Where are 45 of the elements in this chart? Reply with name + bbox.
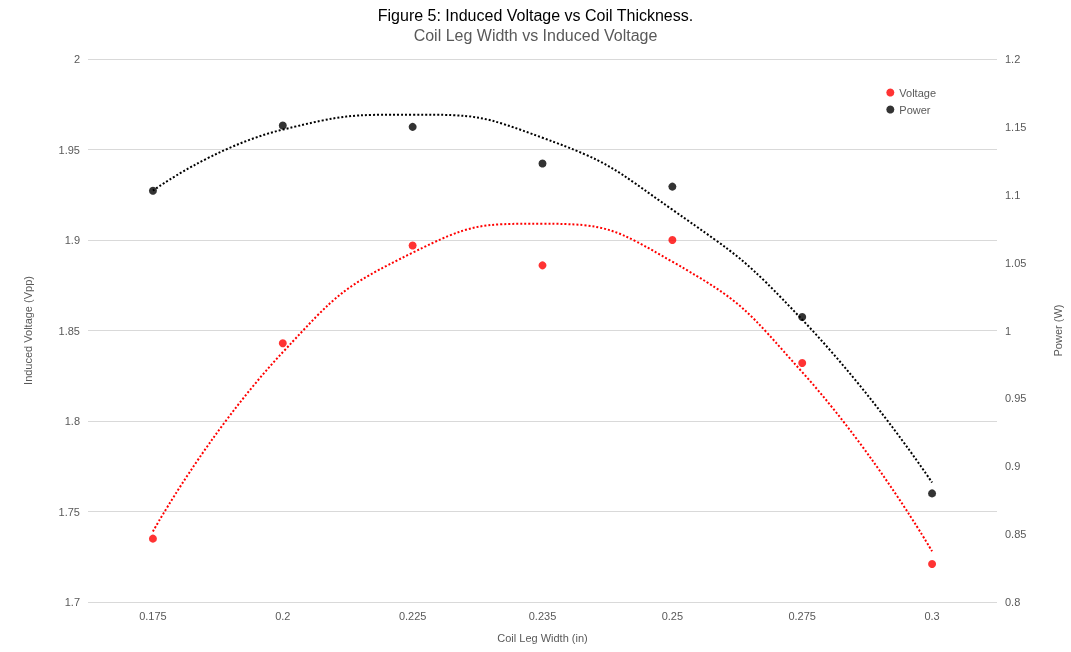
point bbox=[928, 489, 937, 498]
y-axis-title: Induced Voltage (Vpp) bbox=[21, 276, 34, 385]
point bbox=[278, 339, 287, 348]
y-tick-label: 1.85 bbox=[58, 324, 80, 337]
point bbox=[538, 261, 547, 270]
x-axis-title: Coil Leg Width (in) bbox=[497, 631, 588, 644]
x-tick-label: 0.235 bbox=[528, 609, 557, 622]
y2-tick-label: 1.15 bbox=[1005, 120, 1027, 133]
chart-title: Coil Leg Width vs Induced Voltage bbox=[413, 26, 658, 44]
legend-label: Power bbox=[899, 103, 931, 116]
y2-tick-label: 1.05 bbox=[1005, 256, 1027, 269]
x-tick-label: 0.25 bbox=[661, 609, 684, 622]
x-tick-label: 0.175 bbox=[139, 609, 167, 622]
point bbox=[798, 359, 807, 368]
point bbox=[538, 159, 547, 168]
y2-tick-label: 1.2 bbox=[1005, 53, 1021, 65]
caption: Figure 5: Induced Voltage vs Coil Thickness. bbox=[377, 6, 694, 24]
y-tick-label: 2 bbox=[73, 53, 80, 65]
x-tick-label: 0.275 bbox=[788, 609, 816, 622]
y2-tick-label: 1 bbox=[1005, 324, 1012, 337]
y-tick-label: 1.8 bbox=[64, 415, 80, 427]
y-tick-label: 1.9 bbox=[64, 234, 80, 246]
y2-tick-label: 0.95 bbox=[1005, 392, 1027, 405]
y-tick-label: 1.95 bbox=[58, 143, 80, 156]
point bbox=[668, 236, 677, 244]
point bbox=[928, 559, 937, 568]
y2-tick-label: 0.85 bbox=[1005, 528, 1027, 541]
y-tick-label: 1.7 bbox=[64, 596, 80, 608]
y-tick-label: 1.75 bbox=[58, 505, 80, 518]
point bbox=[148, 534, 157, 543]
y2-tick-label: 0.8 bbox=[1005, 596, 1021, 608]
x-tick-label: 0.2 bbox=[275, 609, 291, 622]
point bbox=[278, 121, 287, 130]
x-tick-label: 0.225 bbox=[398, 609, 427, 622]
legend-label: Voltage bbox=[899, 86, 936, 99]
y2-tick-label: 1.1 bbox=[1005, 188, 1021, 201]
point bbox=[148, 186, 157, 195]
x-tick-label: 0.3 bbox=[924, 609, 940, 622]
point bbox=[408, 122, 417, 131]
point bbox=[408, 241, 417, 250]
y2-axis-title: Power (W) bbox=[1051, 304, 1064, 357]
point bbox=[668, 182, 677, 191]
point bbox=[798, 312, 807, 321]
line-series bbox=[151, 222, 934, 553]
y2-tick-label: 0.9 bbox=[1005, 460, 1021, 473]
